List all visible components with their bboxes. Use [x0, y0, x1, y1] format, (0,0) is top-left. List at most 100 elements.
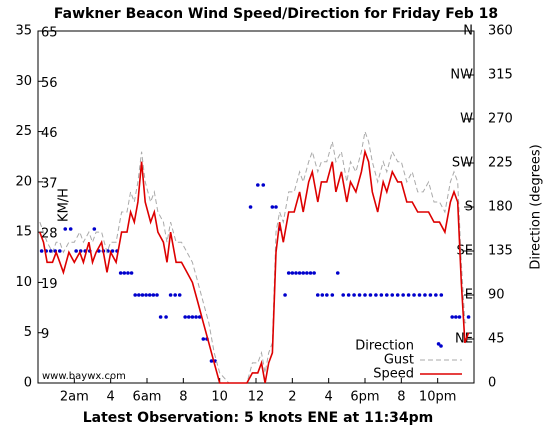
direction-dot — [168, 293, 173, 297]
y2-tick-label: 360 — [488, 24, 513, 39]
direction-dot — [390, 293, 395, 297]
x-tick-label: 10pm — [419, 390, 456, 405]
direction-dot — [201, 337, 206, 341]
legend-label: Speed — [373, 367, 414, 382]
y2-tick-label: 315 — [488, 68, 513, 83]
direction-dot — [457, 315, 462, 319]
legend-label: Direction — [355, 339, 414, 354]
kmh-tick-label: 19 — [41, 277, 58, 292]
kmh-tick-label: 37 — [41, 176, 58, 191]
direction-dot — [395, 293, 400, 297]
direction-dot — [434, 293, 438, 297]
x-tick-label: 12 — [248, 390, 265, 405]
x-tick-label: 4 — [107, 390, 115, 405]
y2-tick-label: 90 — [488, 288, 505, 303]
direction-dot — [406, 293, 411, 297]
direction-dot — [137, 293, 141, 297]
x-tick-label: 8 — [179, 390, 187, 405]
y2-tick-label: 135 — [488, 244, 513, 259]
direction-dot — [286, 271, 291, 275]
direction-dot — [173, 293, 177, 297]
direction-dot — [151, 293, 156, 297]
chart-title: Fawkner Beacon Wind Speed/Direction for … — [54, 6, 498, 22]
direction-dot — [261, 183, 266, 187]
y-tick-label: 0 — [24, 376, 32, 391]
x-tick-label: 2am — [60, 390, 89, 405]
direction-dot — [63, 227, 68, 231]
y2-tick-label: 225 — [488, 156, 513, 171]
direction-dot — [140, 293, 145, 297]
y2-axis-label: Direction (degrees) — [529, 144, 544, 269]
y-tick-label: 15 — [15, 225, 32, 240]
direction-dot — [209, 359, 214, 363]
compass-tick-label: E — [465, 288, 473, 303]
direction-dot — [368, 293, 373, 297]
y2-tick-label: 270 — [488, 112, 513, 127]
direction-dot — [248, 205, 253, 209]
compass-tick-label: N — [463, 24, 473, 39]
direction-dot — [155, 293, 159, 297]
direction-dot — [335, 271, 340, 275]
direction-dot — [68, 227, 73, 231]
y2-tick-label: 180 — [488, 200, 513, 215]
compass-tick-label: SW — [452, 156, 473, 171]
x-tick-label: 6pm — [350, 390, 379, 405]
legend-dot — [439, 344, 443, 348]
direction-dot — [423, 293, 427, 297]
direction-dot — [48, 249, 53, 253]
direction-dot — [379, 293, 384, 297]
direction-dot — [385, 293, 389, 297]
direction-dot — [194, 315, 198, 319]
y-tick-label: 5 — [24, 325, 32, 340]
direction-dot — [190, 315, 195, 319]
direction-dot — [39, 249, 44, 253]
y-tick-label: 10 — [15, 275, 32, 290]
direction-dot — [270, 205, 275, 209]
direction-dot — [122, 271, 127, 275]
direction-dot — [118, 271, 123, 275]
direction-dot — [308, 271, 313, 275]
legend-label: Gust — [384, 353, 414, 368]
kmh-tick-label: 56 — [41, 76, 58, 91]
direction-dot — [290, 271, 295, 275]
direction-dot — [256, 183, 260, 187]
direction-dot — [305, 271, 309, 275]
direction-dot — [129, 271, 134, 275]
direction-dot — [352, 293, 356, 297]
direction-dot — [183, 315, 187, 319]
kmh-tick-label: 65 — [41, 26, 58, 41]
direction-dot — [346, 293, 351, 297]
direction-dot — [110, 249, 115, 253]
kmh-tick-label: 9 — [41, 327, 49, 342]
direction-dot — [92, 227, 97, 231]
x-tick-label: 8 — [397, 390, 405, 405]
direction-dot — [450, 315, 455, 319]
direction-dot — [147, 293, 152, 297]
direction-dot — [186, 315, 191, 319]
direction-dot — [330, 293, 335, 297]
y-tick-label: 20 — [15, 174, 32, 189]
direction-dot — [374, 293, 378, 297]
direction-dot — [454, 315, 458, 319]
watermark: www.baywx.com — [42, 371, 126, 382]
kmh-tick-label: 46 — [41, 126, 58, 141]
direction-dot — [158, 315, 163, 319]
compass-tick-label: W — [460, 112, 473, 127]
direction-dot — [74, 249, 78, 253]
y2-tick-label: 45 — [488, 332, 505, 347]
direction-dot — [297, 271, 302, 275]
direction-dot — [412, 293, 416, 297]
kmh-label: KM/H — [57, 188, 72, 222]
direction-dot — [363, 293, 367, 297]
y-tick-label: 25 — [15, 124, 32, 139]
direction-dot — [177, 293, 182, 297]
direction-dot — [436, 342, 441, 346]
direction-dot — [439, 293, 444, 297]
compass-tick-label: NW — [450, 68, 473, 83]
direction-dot — [341, 293, 346, 297]
direction-dot — [428, 293, 433, 297]
compass-tick-label: S — [465, 200, 473, 215]
direction-dot — [301, 271, 306, 275]
gust-line — [39, 129, 469, 384]
direction-dot — [417, 293, 422, 297]
